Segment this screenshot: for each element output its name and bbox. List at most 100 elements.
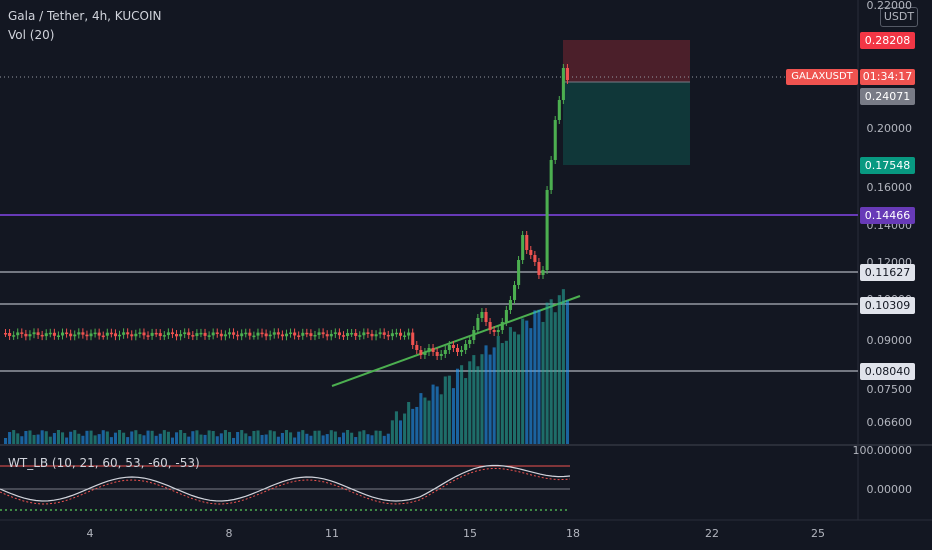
price-scale-label: 0.20000 (866, 122, 913, 135)
volume-bar (521, 318, 525, 444)
volume-bar (492, 347, 496, 444)
volume-bar (252, 430, 256, 444)
volume-bar (40, 430, 44, 444)
volume-bar (268, 430, 272, 444)
stop-loss-zone (563, 40, 690, 82)
candle (81, 332, 85, 335)
volume-bar (276, 436, 280, 444)
volume-bar (500, 343, 504, 444)
candle (272, 332, 276, 335)
candle (455, 348, 460, 352)
candle (16, 332, 20, 336)
candle (557, 100, 561, 120)
volume-bar (175, 432, 179, 444)
candle (333, 332, 337, 334)
volume-bar (419, 393, 423, 444)
volume-bar (203, 434, 207, 444)
candle (146, 335, 150, 337)
volume-bar (366, 434, 370, 444)
candle (476, 318, 480, 330)
candle (407, 332, 411, 336)
time-axis-label: 18 (566, 527, 580, 540)
candle (183, 332, 187, 335)
price-tag-target: 0.17548 (860, 157, 915, 174)
volume-bar (321, 435, 325, 444)
volume-bar (496, 336, 500, 444)
volume-bar (56, 430, 61, 444)
volume-bar (362, 430, 366, 444)
candle (8, 333, 12, 336)
candle (488, 322, 492, 330)
candle (435, 352, 439, 356)
volume-bar (460, 365, 464, 444)
volume-bar (398, 420, 403, 444)
candle (77, 332, 81, 335)
volume-bar (517, 334, 521, 444)
volume-bar (561, 289, 565, 444)
volume-bar (443, 376, 447, 444)
candle (398, 332, 403, 336)
candle (439, 354, 443, 356)
candle (126, 332, 130, 335)
candle (415, 345, 419, 350)
volume-bar (565, 300, 569, 444)
candle (73, 334, 77, 337)
candle (162, 335, 166, 337)
candle (517, 260, 521, 285)
volume-bar (374, 430, 378, 444)
volume-bar (341, 432, 346, 444)
candle (309, 333, 313, 337)
currency-badge[interactable]: USDT (880, 7, 918, 27)
candle (496, 330, 500, 332)
candle (521, 235, 525, 260)
volume-bar (24, 430, 28, 444)
volume-bar (154, 435, 158, 444)
price-scale-label: 0.09000 (866, 334, 913, 347)
volume-bar (248, 436, 252, 444)
candle (142, 332, 146, 336)
volume-bar (215, 436, 219, 444)
candle (492, 330, 496, 332)
symbol-title[interactable]: Gala / Tether, 4h, KUCOIN (8, 9, 162, 23)
candle (553, 120, 557, 160)
candle (472, 330, 476, 340)
candle (561, 68, 565, 100)
candle (215, 332, 219, 334)
volume-bar (61, 432, 65, 444)
oscillator-indicator-label[interactable]: WT_LB (10, 21, 60, 53, -60, -53) (8, 456, 200, 470)
candle (464, 344, 468, 350)
candle (313, 334, 317, 337)
volume-bar (122, 432, 126, 444)
volume-bar (451, 388, 455, 444)
volume-bar (415, 406, 419, 444)
bar-countdown: 01:34:17 (860, 69, 915, 85)
candle (175, 334, 179, 337)
volume-bar (293, 437, 297, 444)
candle (223, 334, 227, 337)
volume-bar (77, 433, 81, 444)
volume-bar (305, 433, 309, 444)
oscillator-scale-label: 100.00000 (852, 444, 913, 457)
volume-bar (256, 430, 260, 444)
candle (195, 333, 199, 337)
candle (423, 352, 427, 355)
candle (403, 335, 407, 337)
candle (191, 335, 195, 337)
volume-bar (325, 434, 329, 444)
candle (93, 332, 97, 335)
candle (244, 332, 248, 335)
candle (97, 332, 101, 336)
volume-bar (97, 434, 101, 444)
time-axis-label: 22 (705, 527, 719, 540)
osc-wave-line (0, 464, 571, 502)
volume-bar (138, 434, 142, 444)
candle (211, 332, 215, 336)
volume-bar (358, 431, 362, 444)
candle (105, 332, 109, 336)
volume-bar (227, 432, 232, 444)
volume-indicator-label[interactable]: Vol (20) (8, 28, 55, 42)
candle (512, 285, 517, 300)
candle (297, 335, 301, 337)
candle (374, 334, 378, 337)
